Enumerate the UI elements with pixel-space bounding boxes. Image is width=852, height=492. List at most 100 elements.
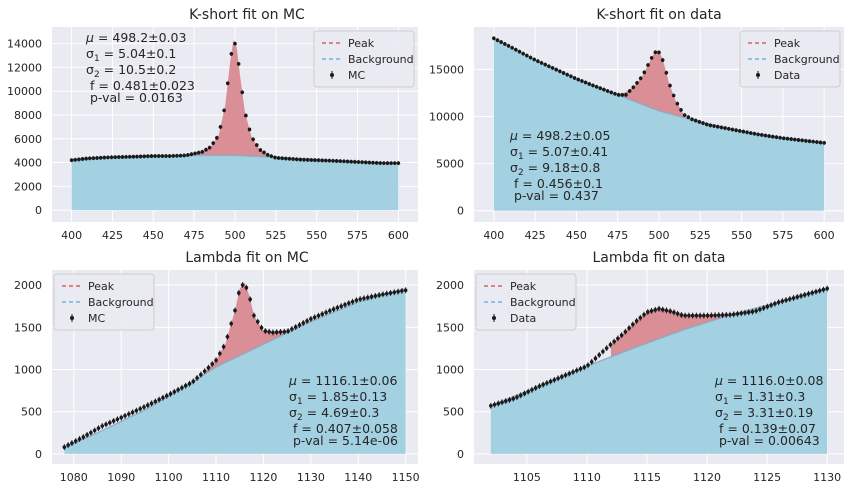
y-tick-label: 14000 <box>7 38 42 51</box>
data-point <box>178 153 183 158</box>
data-point <box>737 129 742 133</box>
legend-data-marker <box>70 316 74 320</box>
data-point <box>558 69 562 74</box>
data-point <box>552 378 557 382</box>
data-point <box>215 136 219 140</box>
x-tick-label: 450 <box>566 229 587 242</box>
data-point <box>182 153 186 158</box>
annotation-line: σ2 = 10.5±0.2 <box>86 62 176 80</box>
data-point <box>225 335 230 339</box>
legend: Peak Background Data <box>475 273 577 331</box>
data-point <box>120 155 125 159</box>
data-point <box>384 291 389 296</box>
data-point <box>521 51 525 56</box>
data-point <box>554 67 559 72</box>
data-point <box>547 64 551 69</box>
data-point <box>301 321 306 325</box>
data-point <box>309 317 313 321</box>
y-tick-label: 6000 <box>14 133 42 146</box>
data-point <box>526 389 530 394</box>
background-area <box>490 288 828 454</box>
data-point <box>233 41 237 46</box>
data-point <box>728 312 732 317</box>
data-point <box>156 154 161 158</box>
data-point <box>571 370 575 374</box>
data-point <box>731 312 736 317</box>
data-point <box>183 383 188 388</box>
y-tick-label: 1500 <box>436 321 464 334</box>
data-point <box>221 344 226 349</box>
data-point <box>690 117 694 122</box>
data-point <box>510 45 514 50</box>
legend-label: Background <box>774 53 840 66</box>
data-point <box>814 289 818 294</box>
data-point <box>358 297 362 301</box>
data-point <box>683 313 687 318</box>
data-point <box>631 85 636 90</box>
data-point <box>271 330 275 335</box>
data-point <box>62 445 67 449</box>
data-point <box>367 160 372 165</box>
data-point <box>608 342 613 347</box>
subplot-1: 400 425 450 475 500 525 550 575 6000200040006000… <box>7 7 418 242</box>
data-point <box>218 125 223 129</box>
data-point <box>244 285 249 290</box>
data-point <box>638 76 643 81</box>
annotation-line: σ1 = 5.07±0.41 <box>510 144 608 162</box>
annotation-line: p-val = 0.437 <box>514 188 599 203</box>
data-point <box>671 93 676 98</box>
data-point <box>145 403 150 408</box>
data-point <box>138 407 142 411</box>
data-point <box>806 292 811 296</box>
data-point <box>506 44 511 48</box>
data-point <box>396 289 400 294</box>
data-point <box>265 153 270 157</box>
data-point <box>89 430 93 435</box>
data-point <box>240 283 245 287</box>
data-point <box>746 310 751 315</box>
data-point <box>745 130 749 135</box>
data-point <box>784 298 788 302</box>
x-tick-label: 400 <box>61 229 82 242</box>
data-point <box>511 396 516 401</box>
data-point <box>642 312 646 317</box>
x-tick-label: 600 <box>814 229 835 242</box>
data-point <box>331 158 335 163</box>
legend-box <box>475 273 577 331</box>
data-point <box>331 307 336 312</box>
data-point <box>316 158 321 163</box>
data-point <box>533 386 538 390</box>
data-point <box>373 294 378 298</box>
data-point <box>142 405 146 409</box>
data-point <box>537 384 542 388</box>
data-point <box>172 389 177 394</box>
data-point <box>712 124 716 128</box>
data-point <box>716 313 721 317</box>
data-point <box>686 115 691 120</box>
x-tick-label: 1120 <box>249 471 277 484</box>
data-point <box>207 145 212 150</box>
data-point <box>649 56 654 60</box>
data-point <box>597 353 602 357</box>
data-point <box>290 327 294 331</box>
data-point <box>320 312 325 316</box>
data-point <box>582 365 587 370</box>
data-point <box>149 401 154 406</box>
data-point <box>623 329 628 334</box>
data-point <box>789 137 793 141</box>
data-point <box>85 433 89 437</box>
data-point <box>705 313 710 318</box>
data-point <box>342 159 346 164</box>
data-point <box>499 40 503 44</box>
data-point <box>269 154 274 158</box>
data-point <box>276 156 281 160</box>
subplot-3: 1080 1090 1100 1110 1120 1130 1140 1150 0 500 1000… <box>14 250 420 484</box>
data-point <box>225 81 230 86</box>
legend-label: Peak <box>510 280 537 293</box>
data-point <box>124 155 128 159</box>
data-point <box>111 419 116 423</box>
data-point <box>291 157 295 161</box>
